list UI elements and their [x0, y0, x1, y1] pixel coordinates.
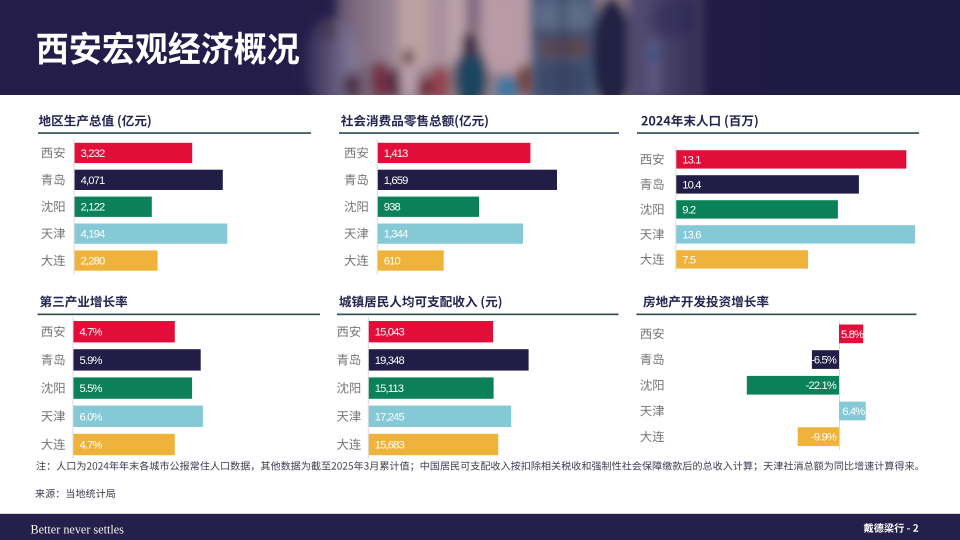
svg-text:5.8%: 5.8%: [841, 329, 864, 341]
svg-text:17,245: 17,245: [375, 411, 405, 423]
svg-text:610: 610: [384, 256, 401, 268]
svg-text:6.0%: 6.0%: [80, 411, 103, 423]
svg-text:13.1: 13.1: [682, 154, 701, 166]
svg-text:6.4%: 6.4%: [842, 406, 865, 418]
svg-text:-22.1%: -22.1%: [806, 380, 837, 392]
svg-text:15,683: 15,683: [375, 439, 405, 451]
svg-text:1,344: 1,344: [384, 229, 408, 241]
svg-text:19,348: 19,348: [375, 355, 405, 367]
svg-text:1,659: 1,659: [384, 175, 408, 187]
svg-text:15,043: 15,043: [375, 327, 405, 339]
svg-text:2,122: 2,122: [81, 202, 105, 214]
svg-text:9.2: 9.2: [682, 204, 696, 216]
svg-text:Better never settles: Better never settles: [31, 523, 125, 537]
svg-text:1,413: 1,413: [384, 148, 408, 160]
svg-text:5.9%: 5.9%: [80, 355, 103, 367]
svg-text:3,232: 3,232: [81, 148, 105, 160]
svg-text:938: 938: [384, 202, 401, 214]
svg-text:2,280: 2,280: [81, 256, 105, 268]
svg-text:4,071: 4,071: [81, 175, 105, 187]
svg-text:10.4: 10.4: [682, 179, 701, 191]
svg-text:-9.9%: -9.9%: [811, 432, 837, 444]
svg-text:5.5%: 5.5%: [80, 383, 103, 395]
svg-text:13.6: 13.6: [682, 229, 701, 241]
svg-text:15,113: 15,113: [375, 383, 404, 395]
svg-text:4.7%: 4.7%: [80, 439, 103, 451]
svg-text:7.5: 7.5: [682, 254, 696, 266]
svg-text:-6.5%: -6.5%: [811, 355, 837, 367]
svg-text:4.7%: 4.7%: [80, 327, 103, 339]
svg-text:4,194: 4,194: [81, 229, 105, 241]
